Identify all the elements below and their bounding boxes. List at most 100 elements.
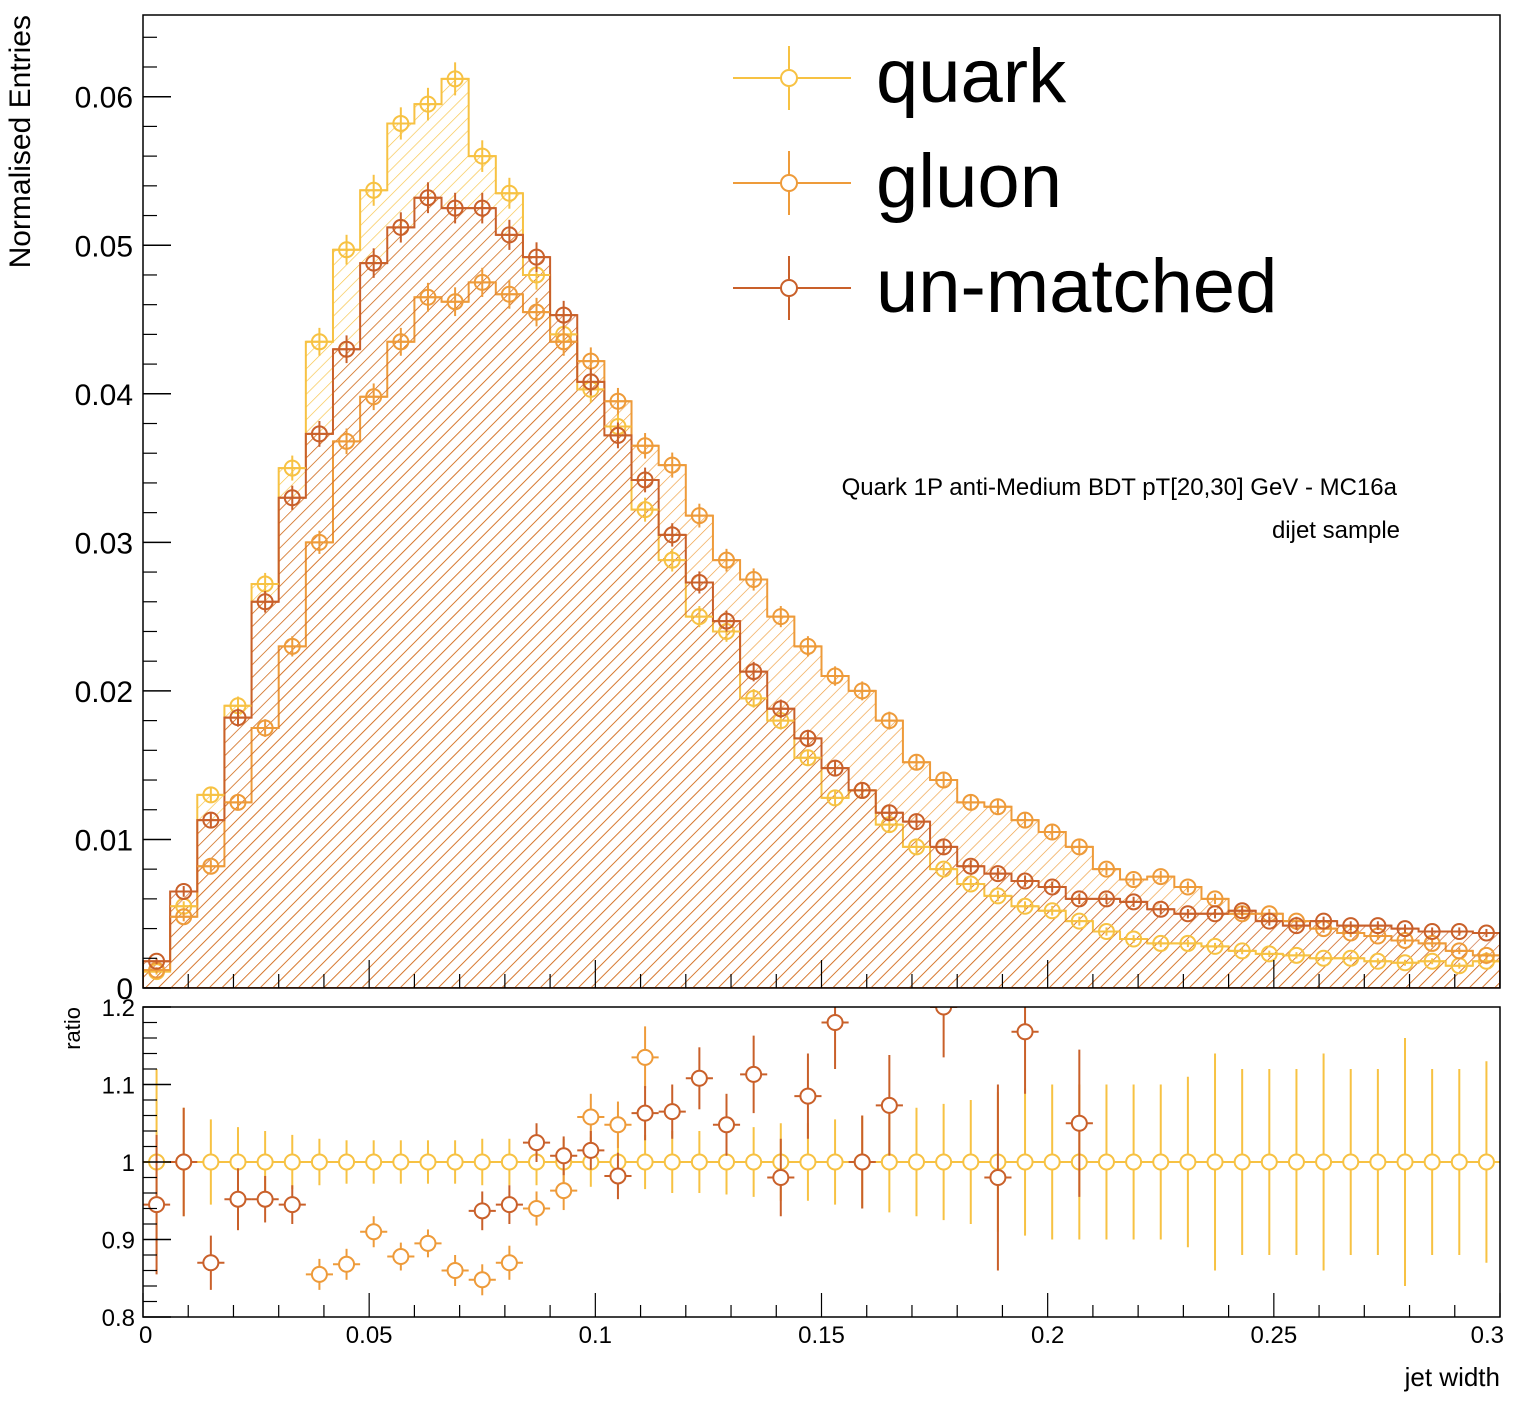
ratio-point-gluon [441, 1255, 469, 1286]
point-gluon [1147, 868, 1175, 886]
point-quark [631, 497, 659, 522]
ratio-point-quark [305, 1138, 333, 1186]
annotation-sample: dijet sample [1272, 517, 1400, 544]
ratio-point-quark [902, 1107, 931, 1217]
point-quark [1310, 949, 1338, 967]
point-quark [468, 140, 496, 172]
point-gluon [1174, 878, 1202, 896]
point-unmatched [658, 523, 686, 547]
point-quark [1174, 934, 1202, 952]
ratio-point-unmatched [631, 1086, 659, 1141]
y-tick-label: 0 [116, 973, 133, 1006]
ratio-point-quark [1337, 1069, 1365, 1255]
point-unmatched [550, 300, 578, 330]
point-quark [1418, 952, 1446, 970]
point-unmatched [1092, 890, 1121, 908]
point-gluon [875, 711, 903, 730]
point-gluon [957, 793, 985, 811]
point-gluon [441, 287, 469, 317]
ratio-point-unmatched [550, 1136, 578, 1176]
ratio-point-unmatched [278, 1185, 306, 1224]
point-unmatched [740, 661, 768, 682]
ratio-point-quark [1228, 1069, 1256, 1255]
ratio-point-gluon [468, 1264, 496, 1296]
point-unmatched [441, 192, 469, 224]
ratio-point-gluon [550, 1171, 578, 1211]
point-quark [1120, 930, 1148, 948]
point-gluon [685, 503, 713, 528]
point-unmatched [1120, 893, 1148, 911]
ratio-point-quark [1120, 1084, 1148, 1240]
ratio-point-quark [1391, 1038, 1419, 1286]
legend-marker [780, 279, 798, 297]
point-quark [1255, 945, 1283, 963]
ratio-point-unmatched [522, 1123, 551, 1162]
ratio-point-quark [930, 1103, 958, 1221]
ratio-point-quark [1472, 1061, 1500, 1263]
point-quark [1391, 954, 1419, 972]
point-unmatched [604, 422, 632, 449]
ratio-point-quark [495, 1138, 523, 1186]
ratio-point-quark [1364, 1069, 1392, 1255]
ratio-point-quark [1418, 1069, 1446, 1255]
point-gluon [360, 383, 388, 411]
point-quark [387, 107, 415, 140]
point-gluon [197, 857, 225, 875]
point-quark [658, 548, 686, 572]
ratio-point-unmatched [468, 1191, 496, 1231]
ratio-point-unmatched [875, 1055, 903, 1156]
point-unmatched [1255, 912, 1283, 930]
point-gluon [631, 433, 659, 459]
ratio-point-quark [1147, 1084, 1175, 1240]
ratio-point-unmatched [495, 1185, 523, 1224]
x-tick-label: 0.15 [798, 1322, 845, 1349]
ratio-point-gluon [604, 1101, 632, 1149]
ratio-point-quark [468, 1138, 496, 1186]
ratio-y-tick-label: 1.1 [102, 1073, 135, 1100]
point-quark [1147, 934, 1175, 952]
point-gluon [278, 636, 306, 657]
point-unmatched [170, 882, 198, 900]
point-unmatched [631, 467, 659, 493]
point-unmatched [1337, 917, 1365, 935]
point-unmatched [143, 952, 171, 970]
point-gluon [821, 666, 849, 686]
ratio-point-quark [332, 1140, 361, 1184]
point-unmatched [1364, 917, 1392, 935]
main-plot-panel: 0 0.01 0.02 0.03 0.04 0.05 0.06 Normalised Ent… [4, 14, 1501, 1006]
point-gluon [902, 753, 931, 771]
point-gluon [1011, 811, 1039, 829]
ratio-point-quark [360, 1140, 388, 1184]
annotation-selection: Quark 1P anti-Medium BDT pT[20,30] GeV -… [842, 474, 1398, 501]
point-unmatched [495, 219, 523, 250]
y-tick-label: 0.05 [75, 230, 133, 263]
point-quark [332, 234, 361, 265]
point-unmatched [875, 804, 903, 822]
ratio-point-quark [821, 1119, 849, 1205]
point-unmatched [1310, 912, 1338, 930]
point-unmatched [984, 865, 1012, 883]
ratio-point-quark [957, 1100, 985, 1224]
ratio-point-unmatched [604, 1152, 632, 1200]
point-quark [1228, 942, 1256, 960]
x-tick-label: 0.1 [579, 1322, 612, 1349]
point-quark [360, 174, 388, 206]
ratio-point-quark [1282, 1069, 1311, 1255]
point-unmatched [902, 813, 931, 831]
legend-marker [780, 174, 798, 192]
point-gluon [604, 387, 632, 415]
legend-entry-unmatched: un-matched [733, 244, 1277, 329]
ratio-point-quark [740, 1127, 768, 1197]
point-quark [821, 789, 849, 807]
ratio-point-unmatched [794, 1053, 822, 1139]
point-quark [1201, 937, 1229, 955]
point-gluon [848, 681, 876, 701]
ratio-point-quark [1445, 1069, 1473, 1255]
legend-entry-gluon: gluon [733, 139, 1062, 224]
point-gluon [170, 908, 198, 926]
ratio-point-unmatched [712, 1093, 741, 1156]
point-unmatched [1472, 924, 1500, 942]
point-quark [414, 87, 442, 121]
point-unmatched [1011, 872, 1039, 890]
